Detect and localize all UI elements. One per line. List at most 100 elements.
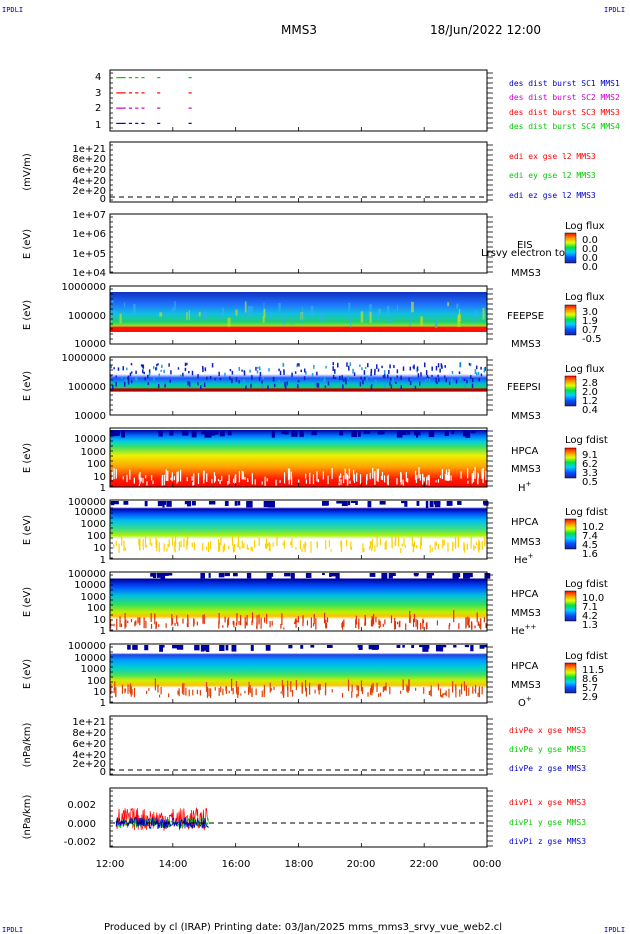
spectrogram-cell: [234, 501, 238, 506]
spectrogram-cell: [140, 477, 142, 482]
spectrogram-cell: [187, 381, 189, 386]
spectrogram-cell: [454, 542, 456, 547]
spectrogram-cell: [177, 367, 180, 370]
spectrogram-cell: [263, 302, 265, 315]
spectrogram-cell: [144, 377, 146, 381]
instrument-label: HPCA: [511, 446, 539, 457]
spectrogram-cell: [460, 683, 463, 695]
axis-ticks: [109, 72, 493, 847]
spectrogram-cell: [332, 366, 334, 371]
spectrogram-cell: [171, 614, 173, 626]
spectrogram-cell: [304, 680, 307, 692]
spectrogram-cell: [470, 375, 472, 379]
y-tick-label: 3: [95, 88, 101, 99]
spectrogram-cell: [259, 372, 262, 377]
spectrogram-cell: [317, 383, 320, 388]
spectrogram-cell: [303, 376, 306, 381]
spectrogram-cell: [369, 472, 371, 480]
spectrogram-cell: [400, 471, 402, 483]
spectrogram-cell: [444, 431, 449, 437]
spectrogram-cell: [439, 688, 442, 697]
spectrogram-cell: [244, 617, 246, 629]
spectrogram-cell: [156, 364, 158, 367]
spectrogram-cell: [327, 475, 329, 485]
instrument-label: HPCA: [511, 661, 539, 672]
spectrogram-cell: [163, 474, 165, 486]
spectrogram-cell: [130, 685, 132, 697]
x-tick-label: 00:00: [473, 859, 502, 870]
spectrogram-cell: [427, 475, 429, 481]
legend-entry: edi ex gse l2 MMS3: [509, 152, 596, 161]
colorbar-title: Log fdist: [565, 651, 608, 662]
spectrogram-cell: [300, 369, 303, 373]
spectrogram-cell: [387, 374, 389, 379]
spectrogram-cell: [168, 693, 170, 698]
spectrogram-cell: [300, 645, 304, 649]
spectrogram-cell: [362, 379, 364, 385]
spectrogram-cell: [347, 375, 350, 379]
spectrogram-cell: [256, 370, 259, 374]
spectrogram-cell: [332, 362, 334, 366]
spectrogram-cell: [382, 375, 385, 378]
colorbar-tick: 0.7: [582, 325, 598, 336]
panel-divpi-frame: [109, 787, 488, 848]
spectrogram-cell: [246, 573, 252, 579]
spectrogram-cell: [115, 381, 117, 387]
spectrogram-cell: [197, 382, 199, 386]
spectrogram-cell: [369, 573, 376, 577]
spectrogram-cell: [146, 481, 148, 486]
spectrogram-cell: [448, 381, 451, 385]
y-tick-label: 0: [100, 194, 106, 205]
spectrogram-cell: [172, 307, 174, 315]
spectrogram-cell: [130, 619, 133, 623]
spectrogram-cell: [363, 431, 371, 434]
legend-entry: divPe z gse MMS3: [509, 764, 586, 773]
spectrogram-cell: [256, 615, 258, 626]
spectrogram-cell: [381, 365, 383, 369]
spectrogram-cell: [468, 617, 470, 623]
spectrogram-cell: [235, 474, 237, 483]
spectrogram-cell: [402, 679, 404, 691]
spectrogram-cell: [174, 535, 177, 546]
spectrogram-cell: [310, 645, 315, 648]
spectrogram-cell: [232, 545, 235, 553]
spectrogram-cell: [437, 683, 440, 691]
spectrogram-cell: [348, 468, 350, 479]
spectrogram-cell: [389, 364, 391, 369]
spectrogram-cell: [310, 541, 312, 553]
spectrogram-cell: [481, 686, 483, 695]
legend-entry: edi ey gse l2 MMS3: [509, 171, 596, 180]
spectrogram-cell: [391, 541, 393, 549]
spectrogram-cell: [151, 542, 153, 547]
y-axis-label: E (eV): [22, 300, 33, 330]
spectrogram-cell: [334, 369, 336, 374]
y-tick-label: 1e+21: [72, 144, 106, 155]
spectrogram-cell: [305, 573, 312, 578]
spectrogram-cell: [463, 573, 470, 579]
spectrogram-cell: [376, 473, 378, 481]
spectrogram-cell: [325, 540, 327, 550]
spectrogram-cell: [198, 311, 201, 317]
mission-label: MMS3: [511, 268, 541, 279]
spectrogram-cell: [203, 470, 205, 480]
spectrogram-cell: [416, 431, 419, 438]
y-tick-label: 2e+20: [72, 759, 106, 770]
spectrogram-cell: [286, 381, 288, 386]
spectrogram-cell: [467, 468, 469, 479]
spectrogram-cell: [136, 376, 138, 382]
mission-label: MMS3: [511, 537, 541, 548]
colorbar-title: Log fdist: [565, 507, 608, 518]
spectrogram-cell: [166, 501, 172, 507]
spectrogram-cell: [373, 614, 375, 625]
spectrogram-cell: [422, 620, 425, 624]
spectrogram-cell: [271, 620, 273, 626]
spectrogram-cell: [233, 621, 235, 628]
spectrogram-cell: [169, 379, 172, 383]
spectrogram-cell: [283, 431, 289, 435]
spectrogram-cell: [378, 309, 381, 321]
spectrogram-cell: [370, 376, 373, 379]
spectrogram-cell: [235, 622, 238, 626]
spectrogram-cell: [358, 431, 361, 437]
spectrogram-cell: [379, 620, 381, 628]
spectrogram-cell: [232, 478, 235, 483]
